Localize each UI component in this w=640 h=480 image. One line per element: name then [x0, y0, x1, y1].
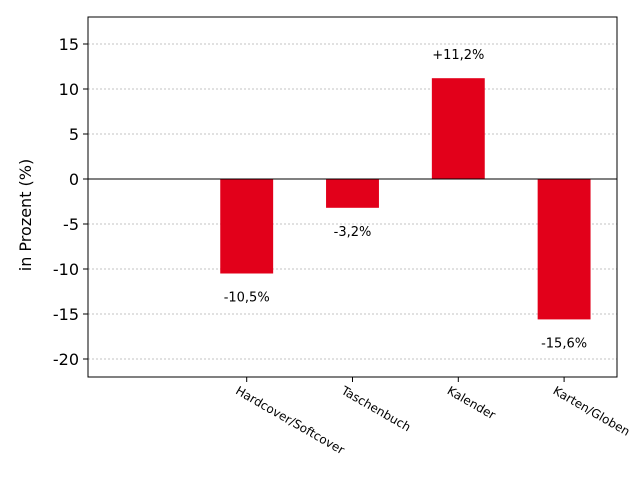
bar	[537, 179, 591, 320]
bar	[326, 179, 379, 208]
x-tick-label: Karten/Globen	[551, 383, 633, 438]
y-tick-label: -10	[53, 260, 79, 279]
y-tick-label: 5	[69, 125, 79, 144]
data-label: +11,2%	[432, 48, 484, 63]
x-tick-label: Taschenbuch	[338, 383, 413, 434]
y-tick-label: -5	[63, 215, 79, 234]
y-tick-label: 0	[69, 170, 79, 189]
bar	[220, 179, 274, 274]
x-tick-label: Hardcover/Softcover	[233, 383, 347, 457]
data-labels: -10,5% -3,2% +11,2% -15,6%	[224, 48, 587, 351]
y-axis-title: in Prozent (%)	[16, 159, 35, 271]
y-axis: 15 10 5 0 -5 -10 -15 -20	[53, 35, 88, 369]
data-label: -15,6%	[541, 336, 587, 351]
data-label: -3,2%	[334, 225, 372, 240]
y-tick-label: 10	[59, 80, 79, 99]
x-tick-label: Kalender	[445, 383, 498, 422]
y-tick-label: 15	[59, 35, 79, 54]
y-tick-label: -20	[53, 350, 79, 369]
data-label: -10,5%	[224, 291, 270, 306]
bar	[431, 78, 485, 179]
y-tick-label: -15	[53, 305, 79, 324]
bars	[220, 78, 591, 320]
